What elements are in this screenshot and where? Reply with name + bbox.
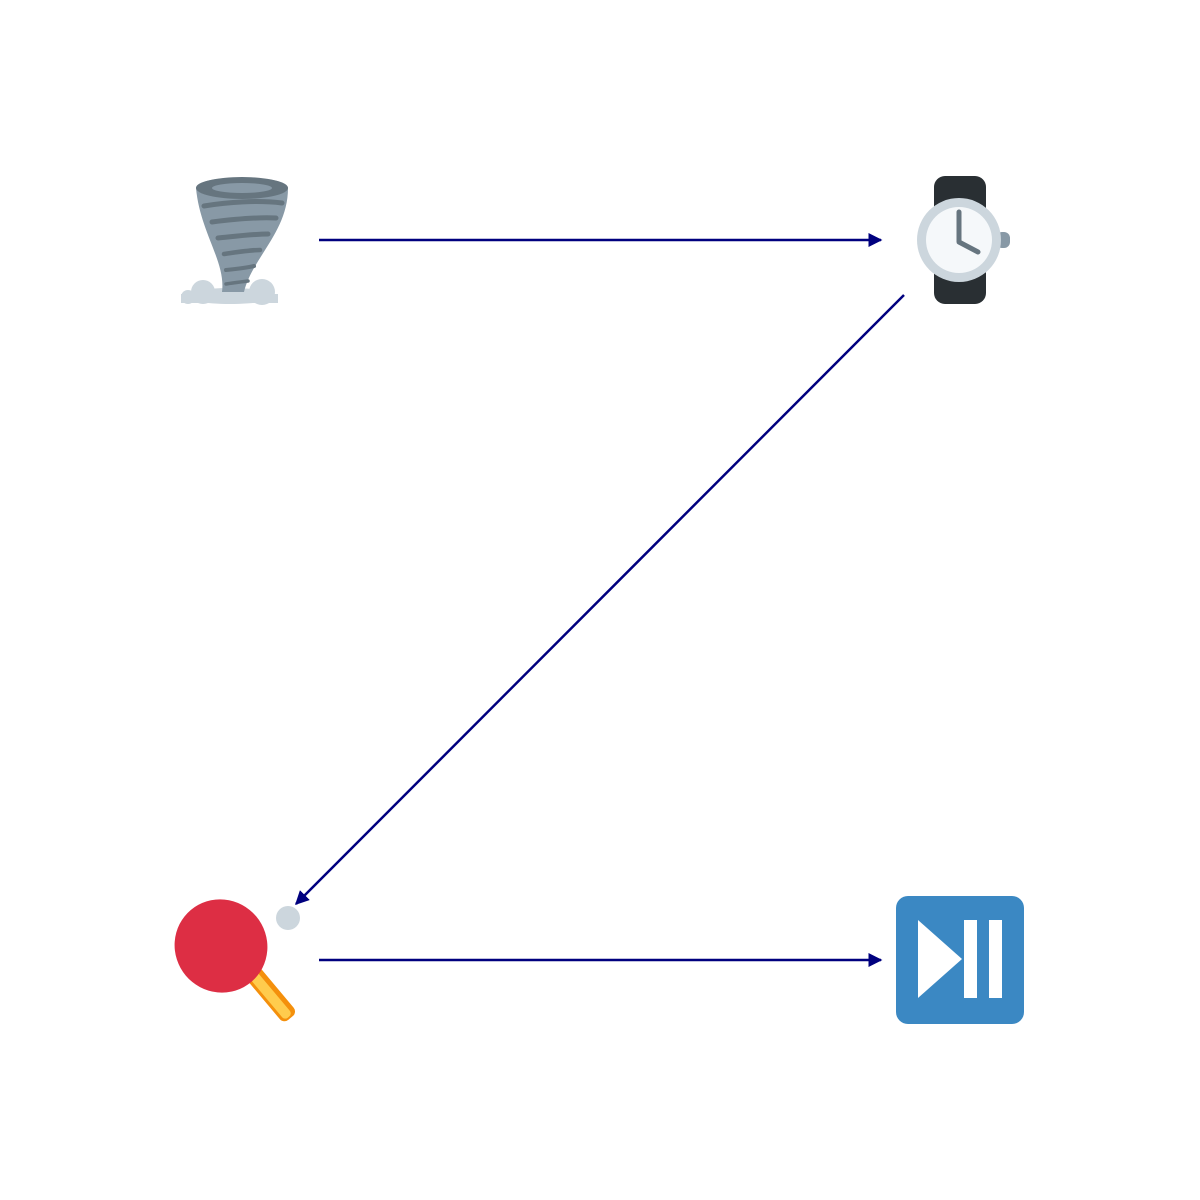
watch-icon: [917, 176, 1010, 304]
tornado-icon: [181, 177, 288, 305]
ping-pong-paddle-icon: [174, 899, 300, 1022]
edges: [295, 233, 905, 967]
ping-pong-ball: [276, 906, 300, 930]
edge-watch-to-ping-pong: [295, 294, 905, 905]
play-pause-button-icon: [896, 896, 1024, 1024]
